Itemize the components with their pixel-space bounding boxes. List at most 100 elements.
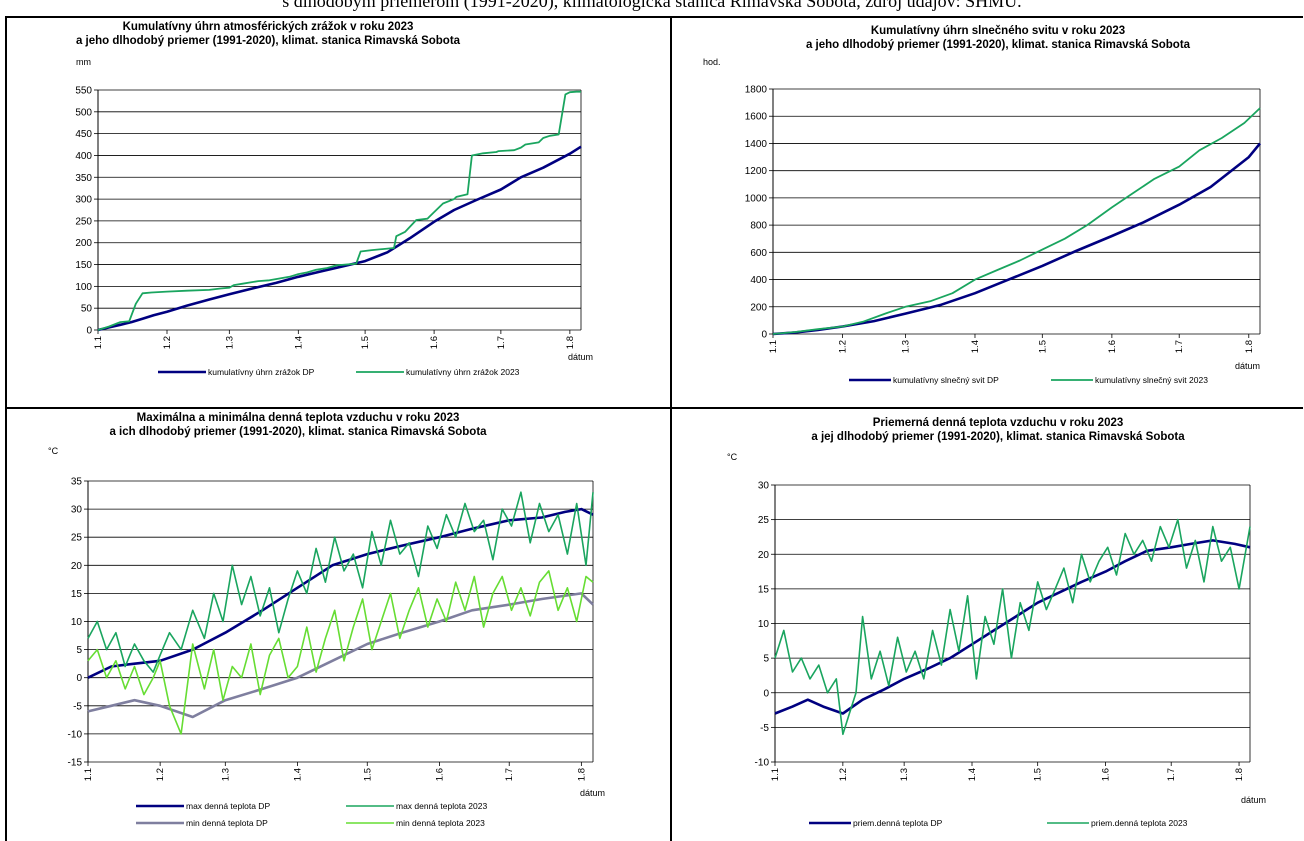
x-tick-label: 1.8: [576, 768, 587, 781]
y-tick-label: 400: [75, 151, 92, 162]
y-tick-label: 100: [75, 282, 92, 293]
y-axis-unit: hod.: [703, 57, 721, 67]
chart-title-line: a jej dlhodobý priemer (1991-2020), klim…: [811, 431, 1185, 443]
x-tick-label: 1.5: [362, 768, 373, 781]
series-line: [87, 592, 594, 719]
chart-title-line: a ich dlhodobý priemer (1991-2020), klim…: [109, 426, 487, 438]
y-tick-label: 0: [763, 688, 769, 699]
series-line: [772, 107, 1261, 335]
y-tick-label: -5: [760, 723, 769, 734]
y-tick-label: 30: [71, 505, 83, 516]
y-tick-label: 10: [758, 619, 770, 630]
legend-label: min denná teplota 2023: [396, 818, 485, 828]
y-tick-label: 1600: [745, 112, 768, 123]
x-tick-label: 1.3: [900, 340, 911, 353]
frame-middle: [5, 407, 1303, 409]
y-axis-unit: °C: [727, 452, 738, 462]
y-tick-label: 0: [86, 326, 92, 337]
chart-title-line: Kumulatívny úhrn atmosférických zrážok v…: [123, 21, 414, 33]
chart-title-line: Kumulatívny úhrn slnečného svitu v roku …: [871, 25, 1125, 37]
legend-label: max denná teplota DP: [186, 801, 270, 811]
x-tick-label: 1.2: [838, 768, 849, 781]
x-tick-label: 1.6: [1107, 340, 1118, 353]
y-tick-label: -10: [755, 758, 770, 769]
y-tick-label: 1200: [745, 166, 768, 177]
y-tick-label: 300: [75, 195, 92, 206]
x-tick-label: 1.3: [899, 768, 910, 781]
legend-label: kumulatívny slnečný svit 2023: [1095, 375, 1208, 385]
y-tick-label: 1400: [745, 139, 768, 150]
y-tick-label: -5: [73, 701, 82, 712]
x-tick-label: 1.2: [838, 340, 849, 353]
x-tick-label: 1.6: [434, 768, 445, 781]
x-tick-label: 1.4: [292, 768, 303, 781]
x-tick-label: 1.3: [220, 768, 231, 781]
y-tick-label: 250: [75, 216, 92, 227]
series-line: [97, 90, 581, 331]
x-axis-label: dátum: [1235, 361, 1260, 371]
figure-caption: s dlhodobým priemerom (1991-2020), klima…: [282, 0, 1022, 11]
x-tick-label: 1.1: [768, 340, 779, 353]
y-tick-label: 50: [81, 304, 93, 315]
x-tick-label: 1.3: [224, 336, 235, 349]
y-tick-label: 35: [71, 477, 83, 488]
legend-label: min denná teplota DP: [186, 818, 268, 828]
x-tick-label: 1.2: [162, 336, 173, 349]
y-tick-label: 800: [750, 221, 767, 232]
x-tick-label: 1.5: [1037, 340, 1048, 353]
chart-mean-temperature: Priemerná denná teplota vzduchu v roku 2…: [727, 417, 1266, 828]
x-tick-label: 1.5: [360, 336, 371, 349]
y-tick-label: 400: [750, 275, 767, 286]
x-tick-label: 1.6: [429, 336, 440, 349]
y-axis-unit: mm: [76, 57, 91, 67]
frame-left: [5, 16, 7, 841]
y-tick-label: 20: [71, 561, 83, 572]
x-tick-label: 1.7: [504, 768, 515, 781]
frame-center: [670, 16, 672, 841]
y-tick-label: 200: [75, 238, 92, 249]
y-tick-label: -10: [68, 729, 83, 740]
x-tick-label: 1.5: [1033, 768, 1044, 781]
x-tick-label: 1.7: [1166, 768, 1177, 781]
y-tick-label: 30: [758, 481, 770, 492]
y-tick-label: 0: [76, 673, 82, 684]
chart-title-line: a jeho dlhodobý priemer (1991-2020), kli…: [806, 39, 1191, 51]
y-tick-label: -15: [68, 758, 83, 769]
series-line: [774, 518, 1251, 736]
x-tick-label: 1.7: [1174, 340, 1185, 353]
x-tick-label: 1.4: [967, 768, 978, 781]
series-line: [774, 539, 1251, 715]
legend-label: max denná teplota 2023: [396, 801, 487, 811]
y-tick-label: 15: [758, 584, 770, 595]
y-tick-label: 10: [71, 617, 83, 628]
frame-top: [5, 16, 1303, 18]
y-tick-label: 25: [758, 515, 770, 526]
legend-label: kumulatívny slnečný svit DP: [893, 375, 999, 385]
series-line: [97, 145, 582, 332]
y-tick-label: 25: [71, 533, 83, 544]
y-tick-label: 600: [750, 248, 767, 259]
legend-label: priem.denná teplota DP: [853, 818, 943, 828]
x-tick-label: 1.1: [83, 768, 94, 781]
x-tick-label: 1.6: [1101, 768, 1112, 781]
chart-title-line: Maximálna a minimálna denná teplota vzdu…: [137, 412, 460, 424]
x-tick-label: 1.8: [1234, 768, 1245, 781]
y-tick-label: 150: [75, 260, 92, 271]
y-tick-label: 15: [71, 589, 83, 600]
y-tick-label: 1800: [745, 85, 768, 96]
chart-sunshine: Kumulatívny úhrn slnečného svitu v roku …: [703, 25, 1262, 385]
y-tick-label: 450: [75, 129, 92, 140]
x-tick-label: 1.4: [293, 336, 304, 349]
x-tick-label: 1.8: [1244, 340, 1255, 353]
y-tick-label: 500: [75, 107, 92, 118]
x-tick-label: 1.2: [155, 768, 166, 781]
x-axis-label: dátum: [1241, 795, 1266, 805]
y-tick-label: 0: [761, 330, 767, 341]
x-tick-label: 1.1: [770, 768, 781, 781]
legend-label: kumulatívny úhrn zrážok DP: [208, 367, 315, 377]
legend-label: priem.denná teplota 2023: [1091, 818, 1188, 828]
x-tick-label: 1.7: [496, 336, 507, 349]
series-line: [87, 491, 594, 673]
chart-max-min-temperature: Maximálna a minimálna denná teplota vzdu…: [48, 412, 605, 828]
y-axis-unit: °C: [48, 446, 59, 456]
